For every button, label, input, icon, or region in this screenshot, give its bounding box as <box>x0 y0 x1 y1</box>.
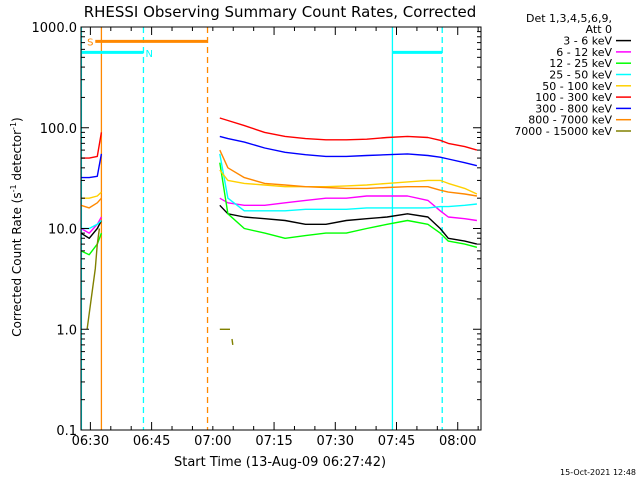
y-tick-label: 1000.0 <box>32 21 78 36</box>
x-tick-label: 06:30 <box>72 434 109 449</box>
series-9-segment-3 <box>231 338 234 345</box>
series-1-segment-2 <box>219 204 478 245</box>
legend-entry-label: 3 - 6 keV <box>563 35 612 48</box>
x-tick-label: 08:00 <box>439 434 476 449</box>
legend-entry-label: 25 - 50 keV <box>549 69 612 82</box>
series-3-segment-1 <box>80 232 103 256</box>
chart-title: RHESSI Observing Summary Count Rates, Co… <box>84 3 477 21</box>
legend-entry-label: 7000 - 15000 keV <box>514 125 612 138</box>
series-6-segment-2 <box>219 117 478 151</box>
series-4-segment-2 <box>219 153 477 212</box>
x-tick-label: 07:30 <box>317 434 354 449</box>
legend-entry-label: 100 - 300 keV <box>535 91 612 104</box>
series-7-segment-2 <box>219 135 478 167</box>
y-axis-label: Corrected Count Rate (s-1 detector-1) <box>9 117 24 336</box>
series-8-segment-2 <box>219 149 478 197</box>
series-7-segment-1 <box>81 153 103 179</box>
legend-entry-label: 50 - 100 keV <box>542 80 612 93</box>
footer-timestamp: 15-Oct-2021 12:48 <box>560 468 636 477</box>
legend-entry-label: 6 - 12 keV <box>556 46 612 59</box>
series-2-segment-2 <box>219 195 478 222</box>
x-axis-label: Start Time (13-Aug-09 06:27:42) <box>174 455 386 470</box>
series-3-segment-2 <box>219 162 478 248</box>
y-tick-label: 100.0 <box>40 122 77 137</box>
axes: 0.1 1.0 10.0 100.0 1000.0 06:30 06:45 07:00 07:1… <box>32 21 482 449</box>
flag-label-s: S <box>87 37 93 48</box>
data-series <box>80 117 478 345</box>
y-tick-label: 0.1 <box>56 424 77 439</box>
flag-label-n: N <box>145 49 152 60</box>
x-tick-label: 07:45 <box>378 434 415 449</box>
legend-header: Att 0 <box>586 23 612 36</box>
y-tick-label: 10.0 <box>48 223 77 238</box>
series-5-segment-1 <box>81 191 102 199</box>
x-tick-label: 07:00 <box>194 434 231 449</box>
series-5-segment-2 <box>219 169 478 195</box>
x-tick-label: 06:45 <box>133 434 170 449</box>
plot-frame <box>80 26 482 431</box>
series-6-segment-1 <box>81 132 103 159</box>
y-tick-label: 1.0 <box>56 323 77 338</box>
legend-entry-label: 300 - 800 keV <box>535 102 612 115</box>
series-8-segment-1 <box>80 197 102 209</box>
legend-header: Det 1,3,4,5,6,9, <box>526 12 612 25</box>
legend-entry-label: 12 - 25 keV <box>549 57 612 70</box>
legend-entry-label: 800 - 7000 keV <box>528 114 612 127</box>
series-9-segment-1 <box>86 228 101 330</box>
plot-area: SN <box>80 27 443 430</box>
series-1-segment-1 <box>80 220 103 240</box>
series-2-segment-1 <box>80 216 103 234</box>
x-tick-label: 07:15 <box>255 434 292 449</box>
